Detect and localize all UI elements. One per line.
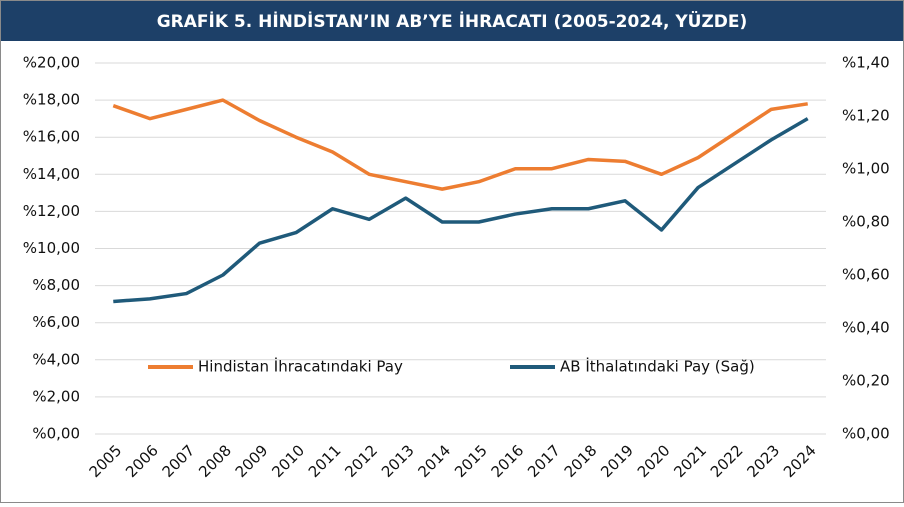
y-tick-label: %12,00 [23, 202, 80, 220]
y-tick-label: %14,00 [23, 165, 80, 183]
chart-title: GRAFİK 5. HİNDİSTAN’IN AB’YE İHRACATI (2… [157, 10, 748, 32]
y2-tick-label: %1,20 [842, 107, 890, 125]
y2-tick-label: %0,80 [842, 213, 890, 231]
y2-tick-label: %1,00 [842, 160, 890, 178]
title-bar [1, 1, 903, 41]
y-tick-label: %8,00 [32, 276, 80, 294]
legend-label: AB İthalatındaki Pay (Sağ) [560, 357, 755, 376]
series-line [112, 98, 808, 191]
y2-tick-label: %0,40 [842, 319, 890, 337]
y-tick-label: %2,00 [32, 387, 80, 405]
series-line [113, 117, 809, 304]
y-tick-label: %16,00 [23, 128, 80, 146]
y-tick-label: %20,00 [23, 54, 80, 72]
y-tick-label: %4,00 [32, 350, 80, 368]
y2-tick-label: %1,40 [842, 54, 890, 72]
y-tick-label: %18,00 [23, 91, 80, 109]
y-tick-label: %6,00 [32, 313, 80, 331]
y-tick-label: %0,00 [32, 425, 80, 443]
legend-label: Hindistan İhracatındaki Pay [198, 357, 403, 376]
y2-tick-label: %0,00 [842, 425, 890, 443]
y2-tick-label: %0,20 [842, 372, 890, 390]
y-tick-label: %10,00 [23, 239, 80, 257]
y2-tick-label: %0,60 [842, 266, 890, 284]
